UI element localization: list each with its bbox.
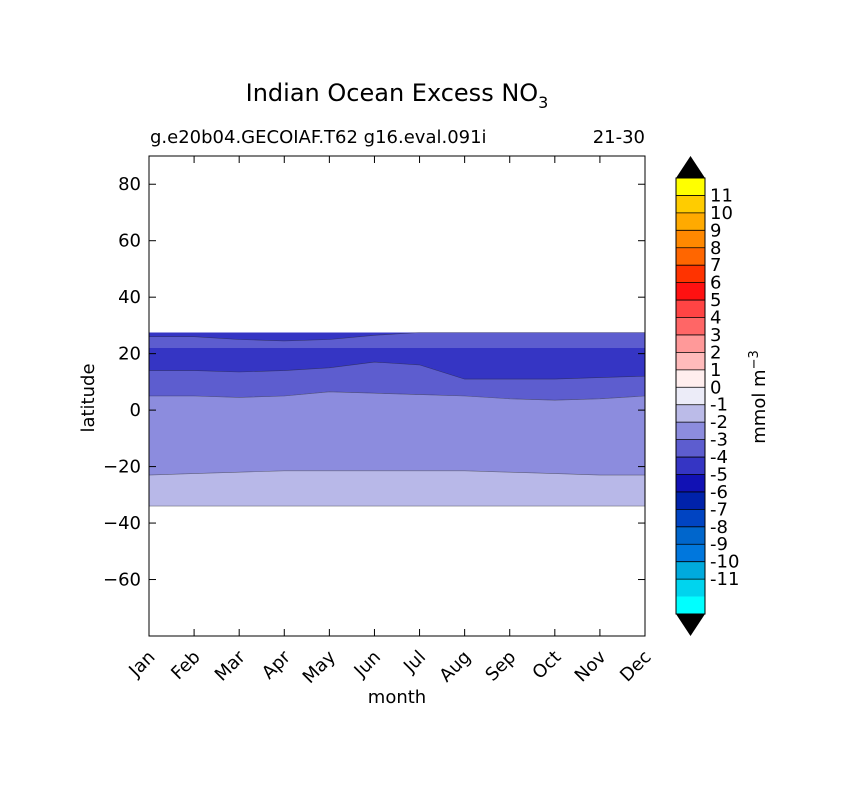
colorbar-tick-label: 3 [710,325,721,346]
colorbar-tick-label: 2 [710,342,721,363]
colorbar-bin [676,596,705,615]
y-axis-ticks: 80 60 40 20 0 −20 −40 −60 [103,174,645,591]
x-tick-label: Oct [528,647,565,684]
y-tick-label: 60 [118,231,141,252]
colorbar-tick-label: 8 [710,238,721,259]
colorbar-bin [676,265,705,283]
colorbar-bin [676,247,705,266]
contour-region-3 [149,348,645,380]
contour-region-1 [149,391,645,476]
contour-line-1 [148,470,645,476]
colorbar-tick-label: 7 [710,255,721,276]
contour-region-0 [149,470,645,507]
colorbar-tick-label: -5 [710,464,728,485]
y-tick-label: 80 [118,174,141,195]
colorbar-bin [676,334,705,353]
x-tick-label: Dec [616,647,655,686]
contour-region-4 [149,332,645,341]
colorbar-tick-label: -10 [710,552,739,573]
colorbar-bin [676,230,705,249]
colorbar-bin [676,561,705,580]
colorbar-bin [676,212,705,231]
y-tick-label: −20 [103,457,141,478]
colorbar-bin [676,317,705,336]
contour-line-3 [149,361,646,380]
colorbar-bin [676,352,705,371]
colorbar-label: mmol m−3 [747,350,770,444]
y-tick-label: 0 [130,400,141,421]
chart-subtitle-left: g.e20b04.GECOIAF.T62 g16.eval.091i [150,127,487,148]
colorbar-bin [676,369,705,388]
colorbar-bin [676,178,705,196]
colorbar-tick-label: -6 [710,482,728,503]
x-tick-label: Mar [211,646,250,685]
x-tick-label: Nov [571,646,611,686]
x-tick-label: Jan [124,647,159,682]
plot-frame [148,155,646,637]
colorbar-bin [676,474,705,493]
colorbar-bin [676,439,705,458]
contour-line-2 [149,391,646,401]
contour-regions [149,332,645,507]
colorbar-bin [676,387,705,406]
plot-area: 80 60 40 20 0 −20 −40 −60 Jan Feb Mar Apr May Jun Jul… [103,155,656,688]
x-tick-label: May [299,646,340,687]
colorbar-tick-label: -11 [710,569,739,590]
chart-title: Indian Ocean Excess NO3 [246,79,549,112]
colorbar-tick-label: 1 [710,360,721,381]
colorbar-tick-label: -8 [710,517,728,538]
colorbar-tick-label: -2 [710,412,728,433]
colorbar-bin [676,509,705,528]
colorbar-tick-label: -7 [710,499,728,520]
colorbar-tick-label: -3 [710,430,728,451]
x-tick-label: Jun [350,647,385,682]
y-axis-label: latitude [78,363,99,432]
colorbar-tick-label: 11 [710,185,733,206]
colorbar-extend-top [676,156,705,178]
colorbar-tick-label: 0 [710,377,721,398]
y-tick-label: 20 [118,344,141,365]
colorbar-tick-label: -9 [710,534,728,555]
x-tick-label: Sep [481,647,520,686]
colorbar-bin [676,404,705,423]
colorbar-bin [676,526,705,545]
colorbar-tick-label: 5 [710,290,721,311]
x-tick-label: Apr [258,646,295,683]
x-axis-label: month [368,687,426,708]
colorbar-tick-label: 6 [710,273,721,294]
colorbar-frame [675,177,706,615]
colorbar-bin [676,195,705,214]
contour-line-4 [149,332,645,342]
y-tick-label: 40 [118,287,141,308]
colorbar-tick-label: 9 [710,220,721,241]
y-tick-label: −60 [103,570,141,591]
chart-subtitle-right: 21-30 [593,127,645,148]
colorbar-bin [676,457,705,475]
colorbar-extend-bottom [676,614,705,636]
colorbar-tick-label: 4 [710,308,721,329]
colorbar-tick-label: 10 [710,203,733,224]
contour-lines [148,332,646,507]
colorbar-bin [676,422,705,440]
y-tick-label: −40 [103,513,141,534]
colorbar-tick-label: -1 [710,395,728,416]
x-tick-label: Aug [435,647,475,687]
x-tick-label: Jul [399,647,430,678]
colorbar-bin [676,544,705,562]
colorbar-tick-label: -4 [710,447,728,468]
colorbar-bin [676,300,705,318]
x-tick-label: Feb [167,647,204,684]
colorbar-bin [676,579,705,597]
colorbar-bin [676,491,705,510]
colorbar-bin [676,282,705,301]
